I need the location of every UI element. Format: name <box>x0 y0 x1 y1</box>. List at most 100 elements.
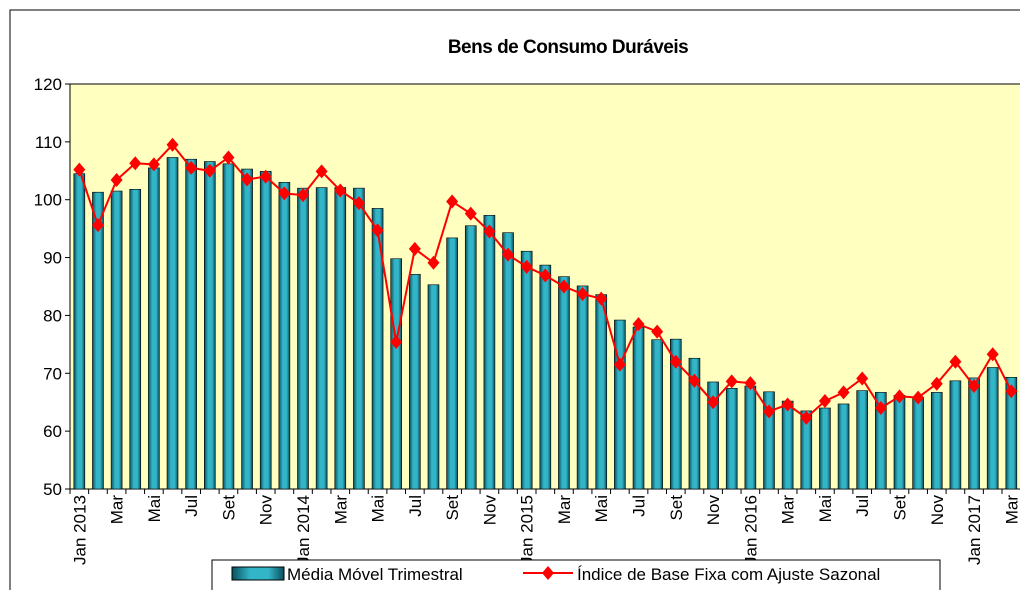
marker <box>502 247 515 262</box>
bar <box>204 161 216 490</box>
bar <box>222 163 235 490</box>
x-tick-label: Mai <box>369 495 388 522</box>
bar <box>744 385 757 490</box>
marker <box>837 385 850 400</box>
y-tick-label: 120 <box>34 75 62 94</box>
marker <box>185 160 198 175</box>
bar <box>632 326 645 490</box>
bar <box>595 294 608 490</box>
bar <box>353 187 365 490</box>
bar <box>520 250 533 490</box>
bar <box>278 182 291 490</box>
marker <box>390 335 403 350</box>
bar <box>166 157 179 490</box>
marker <box>129 156 142 171</box>
marker <box>520 259 533 274</box>
bar <box>315 187 328 490</box>
x-tick-label: Mar <box>779 495 798 525</box>
marker <box>297 188 309 203</box>
x-tick-label: Mar <box>555 495 574 525</box>
marker <box>613 357 626 372</box>
bar <box>483 215 496 490</box>
marker <box>259 169 272 184</box>
marker <box>856 371 869 386</box>
x-tick-label: Nov <box>704 495 723 526</box>
bar <box>856 390 869 490</box>
bar <box>129 189 142 490</box>
marker <box>763 404 775 419</box>
bar <box>297 187 309 490</box>
legend-box <box>211 559 941 590</box>
bar <box>446 237 458 490</box>
bar <box>968 377 980 490</box>
marker <box>595 291 608 306</box>
marker <box>371 223 384 238</box>
marker <box>241 172 254 187</box>
marker <box>781 397 794 412</box>
bar <box>837 403 850 490</box>
marker <box>73 162 86 177</box>
x-tick-label: Jul <box>630 495 649 517</box>
x-tick-label: Jul <box>182 495 201 517</box>
bar <box>986 367 999 490</box>
x-tick-label: Jan 2015 <box>518 495 537 565</box>
bar <box>707 381 719 490</box>
y-tick-label: 50 <box>43 480 62 499</box>
marker <box>427 255 440 270</box>
bar <box>502 232 514 490</box>
bar <box>875 392 887 490</box>
marker <box>800 410 813 425</box>
marker <box>446 194 459 209</box>
bar <box>669 338 682 490</box>
marker <box>669 354 682 369</box>
legend-label: Índice de Base Fixa com Ajuste Sazonal <box>577 565 880 584</box>
marker <box>315 164 328 179</box>
marker <box>949 354 962 369</box>
bar <box>725 388 738 490</box>
bar <box>930 392 943 490</box>
x-tick-label: Nov <box>928 495 947 526</box>
marker <box>707 395 720 410</box>
x-tick-label: Set <box>890 495 909 521</box>
bar <box>576 285 589 490</box>
x-tick-label: Mai <box>592 495 611 522</box>
bar <box>464 225 477 490</box>
bar <box>334 187 347 490</box>
bar <box>688 357 701 490</box>
y-tick-label: 100 <box>34 191 62 210</box>
x-tick-label: Jan 2017 <box>965 495 984 565</box>
bar <box>763 391 775 490</box>
marker <box>968 379 981 394</box>
marker <box>557 279 570 294</box>
marker <box>278 186 291 201</box>
x-tick-label: Mai <box>145 495 164 522</box>
marker <box>334 183 347 198</box>
marker <box>110 173 123 188</box>
legend-swatch <box>231 566 285 581</box>
bar <box>614 319 626 490</box>
marker <box>986 347 999 362</box>
bar <box>92 191 104 490</box>
x-tick-label: Mai <box>816 495 835 522</box>
legend-swatch <box>542 566 554 580</box>
bar <box>241 168 253 490</box>
x-tick-label: Mar <box>1002 495 1020 525</box>
marker <box>874 401 887 415</box>
bar <box>185 158 197 490</box>
marker <box>930 376 943 391</box>
bar <box>819 407 831 490</box>
x-tick-label: Set <box>443 495 462 521</box>
x-tick-label: Jan 2016 <box>741 495 760 565</box>
bar <box>427 284 440 490</box>
marker <box>632 317 645 332</box>
marker <box>725 374 738 389</box>
y-tick-label: 80 <box>43 306 62 325</box>
x-tick-label: Set <box>219 495 238 521</box>
marker <box>539 268 552 283</box>
marker <box>651 324 664 339</box>
marker <box>147 157 160 172</box>
marker <box>912 390 925 405</box>
bar <box>371 208 384 490</box>
marker <box>576 287 589 302</box>
